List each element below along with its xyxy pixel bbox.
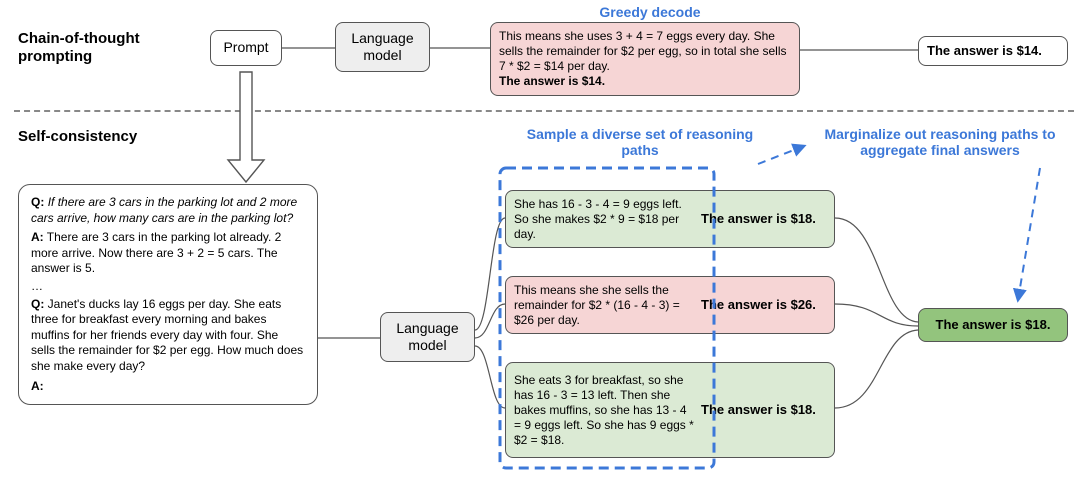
divider <box>14 110 1074 112</box>
prompt-a2: A: <box>31 379 44 393</box>
final-answer: The answer is $18. <box>918 308 1068 342</box>
path-2-answer: The answer is $26. <box>701 297 826 313</box>
path-3-text: She eats 3 for breakfast, so she has 16 … <box>514 373 701 448</box>
path-1-text: She has 16 - 3 - 4 = 9 eggs left. So she… <box>514 197 701 242</box>
lm-node-top: Language model <box>335 22 430 72</box>
label-greedy: Greedy decode <box>580 4 720 20</box>
prompt-a1: A: There are 3 cars in the parking lot a… <box>31 230 281 275</box>
path-1-answer: The answer is $18. <box>701 211 826 227</box>
path-1: She has 16 - 3 - 4 = 9 eggs left. So she… <box>505 190 835 248</box>
lm-node-bottom: Language model <box>380 312 475 362</box>
cot-output-bold: The answer is $14. <box>499 74 605 88</box>
label-marginalize: Marginalize out reasoning paths to aggre… <box>810 126 1070 158</box>
header-selfcons: Self-consistency <box>18 128 137 145</box>
cot-answer: The answer is $14. <box>918 36 1068 66</box>
path-2-text: This means she she sells the remainder f… <box>514 283 701 328</box>
path-2: This means she she sells the remainder f… <box>505 276 835 334</box>
prompt-q1: If there are 3 cars in the parking lot a… <box>31 195 297 225</box>
header-cot: Chain-of-thought prompting <box>18 30 178 66</box>
label-sample: Sample a diverse set of reasoning paths <box>520 126 760 158</box>
cot-output: This means she uses 3 + 4 = 7 eggs every… <box>490 22 800 96</box>
prompt-q2: Q: Janet's ducks lay 16 eggs per day. Sh… <box>31 297 303 373</box>
cot-output-text: This means she uses 3 + 4 = 7 eggs every… <box>499 29 786 73</box>
prompt-node: Prompt <box>210 30 282 66</box>
prompt-big: Q: If there are 3 cars in the parking lo… <box>18 184 318 405</box>
prompt-dots: … <box>31 279 305 295</box>
path-3-answer: The answer is $18. <box>701 402 826 418</box>
path-3: She eats 3 for breakfast, so she has 16 … <box>505 362 835 458</box>
